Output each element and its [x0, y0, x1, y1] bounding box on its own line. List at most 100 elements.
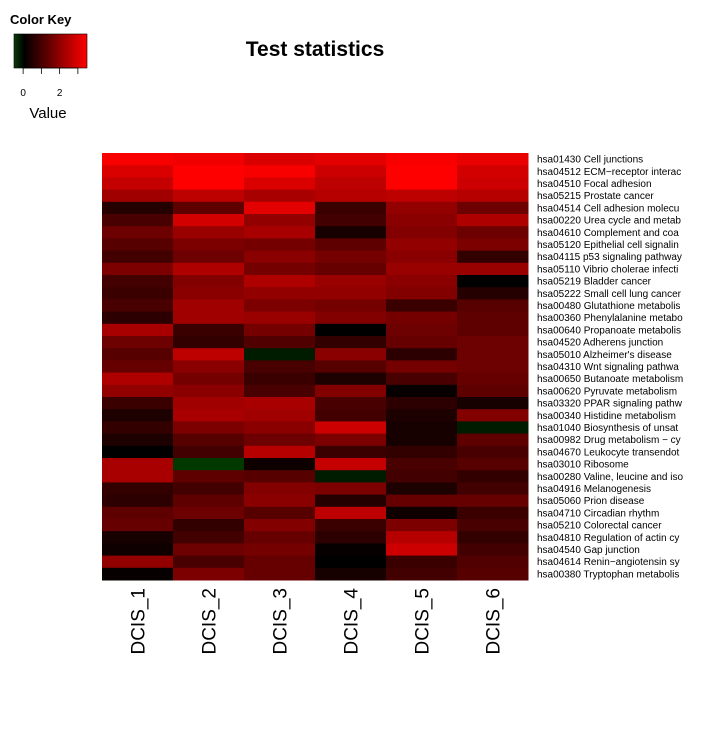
row-label: hsa00480 Glutathione metabolis — [537, 301, 680, 312]
row-label: hsa04512 ECM−receptor interac — [537, 167, 681, 178]
heatmap-cells — [102, 153, 529, 581]
heatmap-cell — [315, 482, 387, 496]
row-label: hsa04514 Cell adhesion molecu — [537, 203, 679, 214]
heatmap-cell — [102, 287, 174, 300]
row-label: hsa05215 Prostate cancer — [537, 191, 654, 202]
heatmap-cell — [173, 262, 245, 276]
heatmap-cell — [457, 506, 529, 520]
heatmap-cell — [386, 214, 458, 227]
row-label: hsa04520 Adherens junction — [537, 338, 663, 349]
heatmap-cell — [102, 531, 174, 544]
heatmap-cell — [173, 275, 245, 288]
heatmap-cell — [315, 336, 387, 349]
heatmap-cell — [244, 543, 316, 557]
heatmap-cell — [244, 348, 316, 361]
heatmap-cell — [457, 409, 529, 422]
heatmap-cell — [173, 201, 245, 215]
heatmap-cell — [244, 482, 316, 496]
heatmap-cell — [315, 287, 387, 300]
row-label: hsa00650 Butanoate metabolism — [537, 374, 683, 385]
heatmap-cell — [457, 250, 529, 264]
heatmap-cell — [315, 543, 387, 557]
heatmap-cell — [386, 372, 458, 386]
heatmap-cell — [457, 531, 529, 544]
heatmap-cell — [457, 543, 529, 557]
row-label: hsa01040 Biosynthesis of unsat — [537, 423, 678, 434]
heatmap-cell — [386, 238, 458, 252]
heatmap-cell — [315, 201, 387, 215]
heatmap-cell — [315, 555, 387, 569]
heatmap-cell — [244, 250, 316, 264]
heatmap-cell — [102, 323, 174, 337]
column-label: DCIS_4 — [342, 588, 363, 655]
heatmap-cell — [102, 214, 174, 227]
heatmap-cell — [102, 336, 174, 349]
heatmap-cell — [244, 555, 316, 569]
heatmap-cell — [386, 250, 458, 264]
heatmap-cell — [386, 567, 458, 581]
heatmap-cell — [315, 458, 387, 471]
heatmap-cell — [315, 262, 387, 276]
heatmap-cell — [457, 421, 529, 435]
row-label: hsa04510 Focal adhesion — [537, 179, 652, 190]
heatmap-cell — [244, 323, 316, 337]
heatmap-cell — [457, 445, 529, 459]
heatmap-cell — [315, 384, 387, 398]
heatmap-cell — [173, 287, 245, 300]
heatmap-cell — [102, 494, 174, 508]
heatmap-cell — [315, 372, 387, 386]
heatmap-cell — [244, 433, 316, 447]
row-label: hsa05060 Prion disease — [537, 496, 645, 507]
heatmap-cell — [315, 519, 387, 532]
heatmap-cell — [244, 262, 316, 276]
heatmap-cell — [386, 226, 458, 239]
heatmap-cell — [386, 299, 458, 313]
heatmap-cell — [315, 433, 387, 447]
heatmap-cell — [102, 165, 174, 178]
heatmap-cell — [173, 189, 245, 203]
heatmap-cell — [386, 189, 458, 203]
heatmap-cell — [244, 531, 316, 544]
heatmap-cell — [457, 262, 529, 276]
heatmap-cell — [386, 421, 458, 435]
heatmap-cell — [457, 201, 529, 215]
heatmap-cell — [244, 494, 316, 508]
heatmap-cell — [244, 238, 316, 252]
heatmap-cell — [173, 433, 245, 447]
heatmap-cell — [173, 506, 245, 520]
heatmap-cell — [102, 153, 174, 166]
heatmap-cell — [457, 567, 529, 581]
heatmap-cell — [173, 336, 245, 349]
heatmap-cell — [315, 360, 387, 374]
heatmap-cell — [102, 348, 174, 361]
heatmap-cell — [102, 506, 174, 520]
heatmap-cell — [102, 177, 174, 191]
heatmap-cell — [173, 250, 245, 264]
heatmap-cell — [244, 421, 316, 435]
row-label: hsa00340 Histidine metabolism — [537, 411, 676, 422]
row-label: hsa04916 Melanogenesis — [537, 484, 651, 495]
heatmap-cell — [244, 189, 316, 203]
row-label: hsa04610 Complement and coa — [537, 228, 679, 239]
heatmap-cell — [173, 482, 245, 496]
heatmap-cell — [102, 226, 174, 239]
column-label: DCIS_1 — [129, 588, 150, 655]
color-key-title: Color Key — [10, 12, 72, 27]
heatmap-cell — [315, 531, 387, 544]
heatmap-cell — [102, 470, 174, 483]
heatmap-cell — [315, 238, 387, 252]
chart-title: Test statistics — [246, 38, 385, 61]
heatmap-cell — [386, 506, 458, 520]
heatmap-cell — [244, 409, 316, 422]
heatmap-cell — [173, 348, 245, 361]
heatmap-cell — [244, 360, 316, 374]
row-label: hsa03320 PPAR signaling pathw — [537, 399, 683, 410]
heatmap-cell — [315, 567, 387, 581]
heatmap-cell — [315, 214, 387, 227]
heatmap-cell — [102, 519, 174, 532]
heatmap-cell — [244, 458, 316, 471]
color-key-bar — [13, 33, 88, 69]
heatmap-cell — [102, 421, 174, 435]
column-label: DCIS_2 — [200, 588, 221, 655]
